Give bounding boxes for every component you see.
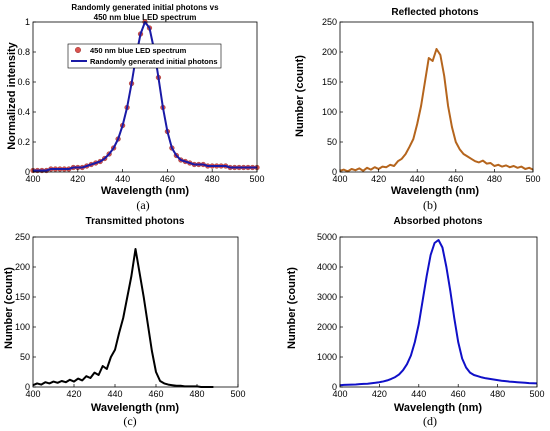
panel-c-xlabel: Wavelength (nm) xyxy=(91,402,180,414)
x-tick-label: 440 xyxy=(107,389,122,399)
axes-frame xyxy=(32,236,239,388)
panel-c: Transmitted photons 400 420 440 460 480 500 0 5… xyxy=(3,216,246,428)
x-tick-label: 500 xyxy=(249,174,264,184)
y-tick-label: 150 xyxy=(15,292,30,302)
panel-c-plot: 400 420 440 460 480 500 0 50 100 150 200 250 xyxy=(15,232,246,399)
y-tick-label: 3000 xyxy=(317,292,337,302)
axes-frame xyxy=(339,236,538,388)
y-tick-label: 5000 xyxy=(317,232,337,242)
panel-d-ylabel: Number (count) xyxy=(286,267,298,349)
x-tick-label: 420 xyxy=(371,174,386,184)
x-tick-label: 440 xyxy=(410,174,425,184)
panel-b-caption: (b) xyxy=(423,198,437,212)
x-tick-label: 460 xyxy=(451,389,466,399)
panel-a-caption: (a) xyxy=(136,198,149,212)
y-tick-label: 150 xyxy=(322,77,337,87)
y-tick-label: 0 xyxy=(332,167,337,177)
x-tick-label: 460 xyxy=(160,174,175,184)
panel-d-title: Absorbed photons xyxy=(394,216,483,227)
plot-area xyxy=(33,237,238,387)
legend-box xyxy=(67,43,222,69)
panel-c-caption: (c) xyxy=(123,414,136,428)
y-tick-label: 0 xyxy=(25,167,30,177)
plot-area xyxy=(340,22,533,172)
panel-c-title: Transmitted photons xyxy=(86,216,185,227)
y-tick-label: 200 xyxy=(322,47,337,57)
axes-frame xyxy=(32,21,258,173)
x-tick-label: 480 xyxy=(205,174,220,184)
y-tick-label: 250 xyxy=(322,17,337,27)
panel-a-xlabel: Wavelength (nm) xyxy=(101,185,190,197)
x-tick-label: 400 xyxy=(332,174,347,184)
plot-area xyxy=(340,237,537,387)
y-tick-label: 2000 xyxy=(317,322,337,332)
y-tick-label: 100 xyxy=(322,107,337,117)
x-tick-label: 400 xyxy=(332,389,347,399)
y-tick-label: 0.6 xyxy=(17,77,30,87)
x-tick-label: 440 xyxy=(115,174,130,184)
series-line-panel-d xyxy=(339,239,538,387)
y-tick-label: 200 xyxy=(15,262,30,272)
y-tick-label: 0.8 xyxy=(17,47,30,57)
legend-label-led-spectrum: 450 nm blue LED spectrum xyxy=(90,46,187,55)
panel-a-ylabel: Normalized intensity xyxy=(6,41,18,149)
panel-a-title-line2: 450 nm blue LED spectrum xyxy=(94,13,197,22)
y-tick-label: 0 xyxy=(332,382,337,392)
y-tick-label: 1000 xyxy=(317,352,337,362)
panel-b-title: Reflected photons xyxy=(391,7,479,18)
y-tick-label: 100 xyxy=(15,322,30,332)
x-tick-label: 500 xyxy=(230,389,245,399)
panel-a: Randomly generated initial photons vs 45… xyxy=(6,3,265,212)
legend-marker-led-spectrum xyxy=(74,47,81,54)
panel-a-plot: 400 420 440 460 480 500 0 0.2 0.4 0.6 0.8 1 xyxy=(17,17,264,184)
series-line-panel-c xyxy=(32,248,214,388)
x-tick-label: 480 xyxy=(487,174,502,184)
y-tick-label: 50 xyxy=(327,137,337,147)
panel-d-caption: (d) xyxy=(423,414,437,428)
panel-a-title-line1: Randomly generated initial photons vs xyxy=(71,3,219,12)
x-tick-label: 480 xyxy=(189,389,204,399)
x-tick-label: 460 xyxy=(448,174,463,184)
x-tick-label: 460 xyxy=(148,389,163,399)
y-tick-label: 0.4 xyxy=(17,107,30,117)
axes-frame xyxy=(339,21,534,173)
panel-b: Reflected photons 400 420 440 460 480 500 0 50 1… xyxy=(294,7,541,212)
panel-a-legend: 450 nm blue LED spectrum Randomly genera… xyxy=(67,43,222,69)
y-tick-label: 250 xyxy=(15,232,30,242)
x-tick-label: 440 xyxy=(411,389,426,399)
y-tick-label: 0.2 xyxy=(17,137,30,147)
y-tick-label: 50 xyxy=(20,352,30,362)
panel-b-plot: 400 420 440 460 480 500 0 50 100 150 200 250 xyxy=(322,17,541,184)
panel-d-xlabel: Wavelength (nm) xyxy=(394,402,483,414)
x-tick-label: 420 xyxy=(66,389,81,399)
panel-b-ylabel: Number (count) xyxy=(294,55,306,137)
y-tick-label: 1 xyxy=(25,17,30,27)
x-tick-label: 480 xyxy=(490,389,505,399)
x-tick-label: 420 xyxy=(70,174,85,184)
x-tick-label: 420 xyxy=(372,389,387,399)
panel-d: Absorbed photons 400 420 440 460 480 50001000… xyxy=(286,216,545,428)
panel-b-xlabel: Wavelength (nm) xyxy=(391,185,480,197)
x-tick-label: 500 xyxy=(525,174,540,184)
y-tick-label: 4000 xyxy=(317,262,337,272)
x-tick-label: 400 xyxy=(25,174,40,184)
panel-c-ylabel: Number (count) xyxy=(3,267,15,349)
legend-label-initial-photons: Randomly generated initial photons xyxy=(90,57,218,66)
x-tick-label: 400 xyxy=(25,389,40,399)
x-tick-label: 500 xyxy=(529,389,544,399)
y-tick-label: 0 xyxy=(25,382,30,392)
series-line-panel-b xyxy=(339,48,534,173)
